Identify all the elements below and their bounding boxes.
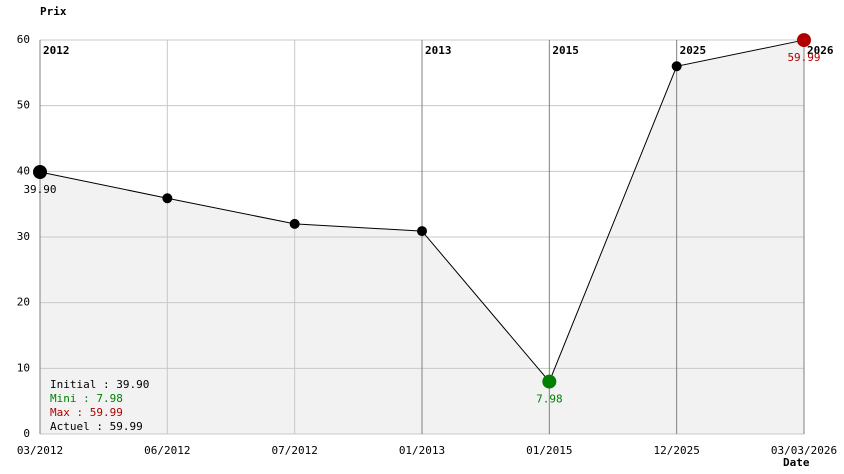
y-tick-label: 0 (23, 427, 30, 440)
data-point (33, 164, 47, 179)
data-point (671, 61, 682, 72)
year-label: 2025 (680, 44, 707, 57)
year-label: 2012 (43, 44, 70, 57)
y-tick-label: 20 (17, 296, 30, 309)
value-label: 59.99 (787, 51, 820, 64)
x-tick-label: 03/2012 (17, 444, 63, 457)
y-tick-label: 60 (17, 33, 30, 46)
x-tick-label: 01/2013 (399, 444, 445, 457)
data-point (417, 226, 427, 237)
summary-line: Mini : 7.98 (50, 392, 123, 405)
x-tick-label: 01/2015 (526, 444, 572, 457)
y-tick-label: 30 (17, 230, 30, 243)
x-tick-label: 03/03/2026 (771, 444, 837, 457)
summary-line: Initial : 39.90 (50, 378, 149, 391)
x-axis-title: Date (783, 456, 810, 469)
summary-line: Max : 59.99 (50, 406, 123, 419)
value-label: 39.90 (23, 183, 56, 196)
year-label: 2015 (552, 44, 579, 57)
data-point (162, 193, 173, 204)
summary-line: Actuel : 59.99 (50, 420, 143, 433)
value-label: 7.98 (536, 393, 563, 406)
data-point (289, 218, 300, 229)
y-tick-label: 50 (17, 99, 30, 112)
year-label: 2026 (807, 44, 834, 57)
data-point (797, 33, 811, 48)
x-tick-label: 12/2025 (653, 444, 699, 457)
y-tick-label: 40 (17, 164, 30, 177)
y-tick-label: 10 (17, 361, 30, 374)
x-tick-label: 07/2012 (271, 444, 317, 457)
y-axis-title: Prix (40, 5, 67, 18)
x-tick-label: 06/2012 (144, 444, 190, 457)
year-label: 2013 (425, 44, 452, 57)
data-point (542, 374, 557, 389)
